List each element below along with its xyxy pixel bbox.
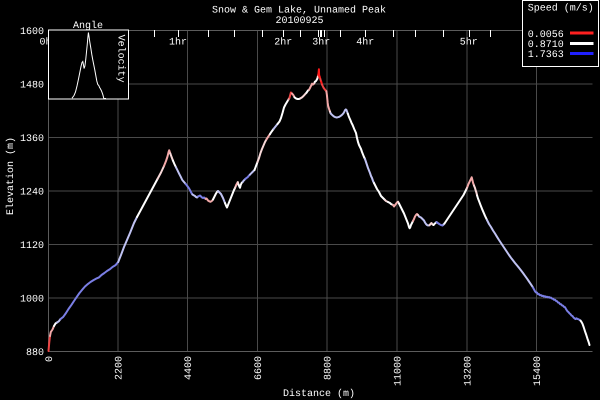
svg-text:1600: 1600 xyxy=(20,27,44,38)
svg-text:1hr: 1hr xyxy=(169,37,187,49)
svg-text:1120: 1120 xyxy=(20,241,44,252)
svg-text:11000: 11000 xyxy=(394,356,405,386)
svg-text:0.0056: 0.0056 xyxy=(528,30,564,41)
svg-text:8800: 8800 xyxy=(324,356,335,380)
svg-text:6600: 6600 xyxy=(254,356,265,380)
svg-text:1360: 1360 xyxy=(20,134,44,145)
svg-text:1480: 1480 xyxy=(20,81,44,92)
svg-text:1240: 1240 xyxy=(20,188,44,199)
svg-text:1000: 1000 xyxy=(20,295,44,306)
svg-text:Angle: Angle xyxy=(73,20,103,32)
svg-text:1.7363: 1.7363 xyxy=(528,50,564,61)
svg-text:0: 0 xyxy=(45,356,56,362)
svg-text:Elevation (m): Elevation (m) xyxy=(5,137,17,215)
svg-text:Velocity: Velocity xyxy=(115,35,127,83)
svg-text:5hr: 5hr xyxy=(460,37,478,49)
svg-text:0.8710: 0.8710 xyxy=(528,40,564,51)
svg-text:13200: 13200 xyxy=(463,356,474,386)
svg-text:4400: 4400 xyxy=(184,356,195,380)
svg-text:Speed (m/s): Speed (m/s) xyxy=(528,2,594,14)
svg-text:880: 880 xyxy=(26,348,44,359)
svg-text:4hr: 4hr xyxy=(356,37,374,49)
svg-text:2200: 2200 xyxy=(114,356,125,380)
svg-text:2hr: 2hr xyxy=(274,37,292,49)
svg-text:Distance (m): Distance (m) xyxy=(283,388,355,400)
svg-text:20100925: 20100925 xyxy=(275,16,323,27)
svg-text:Snow & Gem Lake, Unnamed Peak: Snow & Gem Lake, Unnamed Peak xyxy=(212,4,386,16)
svg-text:3hr: 3hr xyxy=(312,37,330,49)
svg-text:15400: 15400 xyxy=(533,356,544,386)
